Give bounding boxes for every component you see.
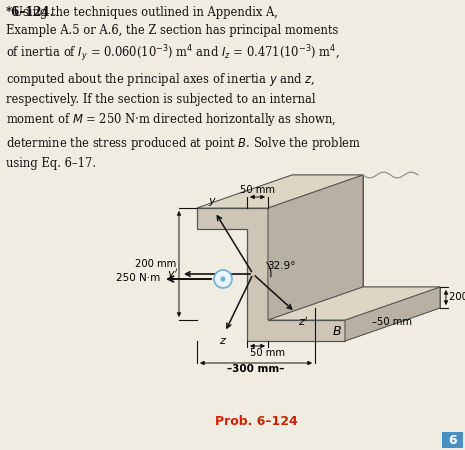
Text: 6: 6 [448,433,457,446]
Text: 200 mm: 200 mm [449,292,465,302]
Text: *6–124.: *6–124. [6,6,55,19]
Polygon shape [197,175,363,208]
Text: $z$: $z$ [219,336,227,346]
Text: $y'$: $y'$ [166,266,178,282]
Polygon shape [345,287,440,341]
Circle shape [214,270,232,288]
Circle shape [220,276,226,282]
FancyBboxPatch shape [442,432,463,448]
Polygon shape [197,175,363,208]
Text: 250 N·m: 250 N·m [116,273,160,283]
Polygon shape [197,208,345,341]
Text: –50 mm: –50 mm [372,317,412,327]
Polygon shape [345,287,440,341]
Polygon shape [268,175,363,320]
Text: 50 mm: 50 mm [250,348,285,358]
Text: Prob. 6–124: Prob. 6–124 [215,415,298,428]
Text: $B$: $B$ [332,325,342,338]
Text: 50 mm: 50 mm [240,185,275,195]
Text: $z'$: $z'$ [298,315,308,328]
Polygon shape [268,287,440,320]
Polygon shape [292,175,440,308]
Text: Using the techniques outlined in Appendix A,
Example A.5 or A.6, the Z section h: Using the techniques outlined in Appendi… [6,6,361,170]
Text: 200 mm: 200 mm [135,259,176,269]
Text: –300 mm–: –300 mm– [227,364,285,374]
Text: $y$: $y$ [207,196,217,208]
Text: 32.9°: 32.9° [267,261,295,271]
Polygon shape [268,175,363,320]
Polygon shape [268,287,440,320]
